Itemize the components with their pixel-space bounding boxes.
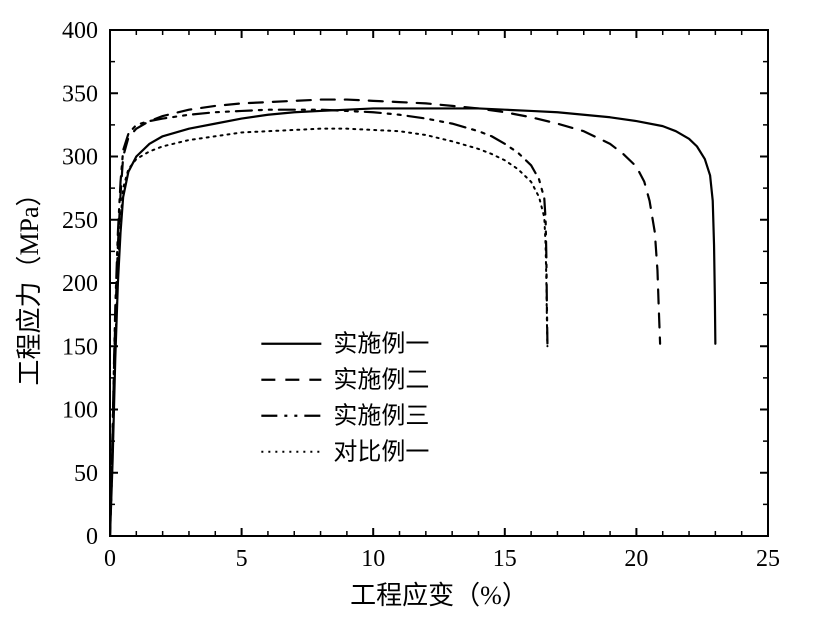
chart-svg: 0510152025050100150200250300350400工程应变（%… <box>0 0 828 626</box>
x-tick-label: 0 <box>104 546 116 572</box>
series-line-1 <box>110 100 660 536</box>
y-tick-label: 200 <box>62 271 98 297</box>
x-tick-label: 5 <box>236 546 248 572</box>
legend-label-2: 实施例三 <box>333 403 429 430</box>
y-tick-label: 100 <box>62 398 98 424</box>
y-tick-label: 300 <box>62 145 98 171</box>
y-tick-label: 0 <box>86 524 98 550</box>
x-tick-label: 25 <box>756 546 780 572</box>
stress-strain-chart: 0510152025050100150200250300350400工程应变（%… <box>0 0 828 626</box>
series-line-2 <box>110 110 547 536</box>
y-tick-label: 250 <box>62 208 98 234</box>
y-tick-label: 350 <box>62 81 98 107</box>
legend-label-0: 实施例一 <box>333 331 429 358</box>
y-tick-label: 150 <box>62 334 98 360</box>
legend-label-3: 对比例一 <box>333 439 429 466</box>
y-tick-label: 50 <box>74 461 98 487</box>
x-axis-label: 工程应变（%） <box>350 581 528 610</box>
legend-label-1: 实施例二 <box>333 367 429 394</box>
series-line-0 <box>110 108 715 536</box>
x-tick-label: 20 <box>624 546 648 572</box>
x-tick-label: 15 <box>493 546 517 572</box>
y-axis-label: 工程应力（MPa） <box>15 180 44 385</box>
y-tick-label: 400 <box>62 18 98 44</box>
x-tick-label: 10 <box>361 546 385 572</box>
series-line-3 <box>110 129 547 536</box>
